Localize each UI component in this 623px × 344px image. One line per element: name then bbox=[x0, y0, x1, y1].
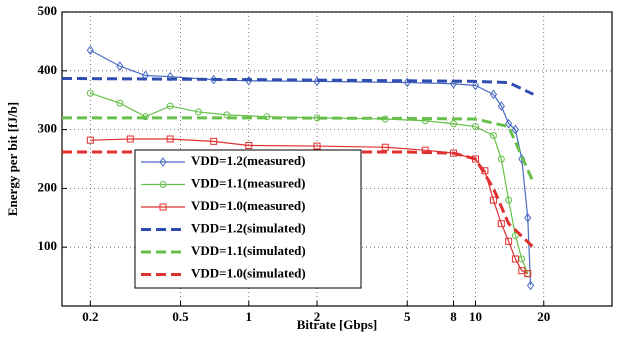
point bbox=[166, 71, 174, 82]
plot-frame bbox=[61, 11, 613, 307]
point bbox=[86, 89, 94, 97]
legend-label: VDD=1.1(measured) bbox=[191, 175, 305, 190]
series-line bbox=[90, 49, 532, 286]
x-tick-label: 5 bbox=[404, 309, 411, 324]
point bbox=[505, 118, 513, 129]
series-line bbox=[62, 116, 535, 184]
x-tick-label: 8 bbox=[450, 309, 457, 324]
point bbox=[524, 212, 532, 223]
point bbox=[313, 142, 321, 150]
point bbox=[116, 99, 124, 107]
point bbox=[116, 61, 124, 71]
x-axis-label: Bitrate [Gbps] bbox=[297, 317, 378, 332]
point bbox=[505, 237, 513, 245]
legend-marker bbox=[159, 203, 167, 211]
point bbox=[489, 89, 498, 100]
point bbox=[471, 80, 480, 91]
x-tick-label: 0.5 bbox=[172, 309, 189, 324]
point bbox=[194, 108, 202, 116]
y-tick-label: 300 bbox=[38, 121, 58, 136]
legend-label: VDD=1.0(measured) bbox=[191, 198, 305, 213]
point bbox=[489, 196, 497, 204]
legend-label: VDD=1.2(simulated) bbox=[191, 220, 306, 235]
y-tick-label: 100 bbox=[38, 238, 58, 253]
legend-label: VDD=1.2(measured) bbox=[191, 153, 305, 168]
legend-box bbox=[134, 149, 362, 289]
point bbox=[524, 270, 532, 278]
point bbox=[497, 155, 505, 163]
legend-label: VDD=1.1(simulated) bbox=[191, 243, 306, 258]
series-line bbox=[61, 76, 535, 96]
point bbox=[526, 280, 535, 291]
point bbox=[472, 123, 480, 131]
y-tick-label: 200 bbox=[38, 179, 58, 194]
point bbox=[511, 124, 520, 135]
point bbox=[223, 111, 231, 119]
point bbox=[210, 137, 218, 145]
y-tick-label: 500 bbox=[38, 3, 58, 18]
point bbox=[450, 120, 458, 128]
point bbox=[497, 101, 505, 111]
legend-label: VDD=1.0(simulated) bbox=[191, 265, 306, 280]
point bbox=[166, 135, 174, 143]
point bbox=[505, 196, 513, 204]
x-tick-label: 20 bbox=[537, 309, 550, 324]
point bbox=[86, 45, 94, 56]
point bbox=[245, 141, 253, 149]
x-tick-label: 0.2 bbox=[82, 309, 98, 324]
x-tick-label: 2 bbox=[314, 309, 321, 324]
point bbox=[489, 131, 497, 139]
point bbox=[497, 220, 505, 228]
legend-marker bbox=[159, 157, 167, 167]
point bbox=[126, 135, 134, 143]
point bbox=[166, 102, 174, 110]
y-tick-label: 400 bbox=[38, 62, 58, 77]
point bbox=[511, 255, 519, 263]
x-tick-label: 1 bbox=[246, 309, 253, 324]
point bbox=[381, 143, 389, 151]
x-tick-label: 10 bbox=[469, 309, 482, 324]
point bbox=[511, 231, 519, 239]
y-axis-label: Energy per bit [fJ/b] bbox=[5, 102, 20, 216]
legend-marker bbox=[159, 181, 167, 188]
point bbox=[86, 136, 94, 144]
series-line bbox=[90, 92, 529, 274]
